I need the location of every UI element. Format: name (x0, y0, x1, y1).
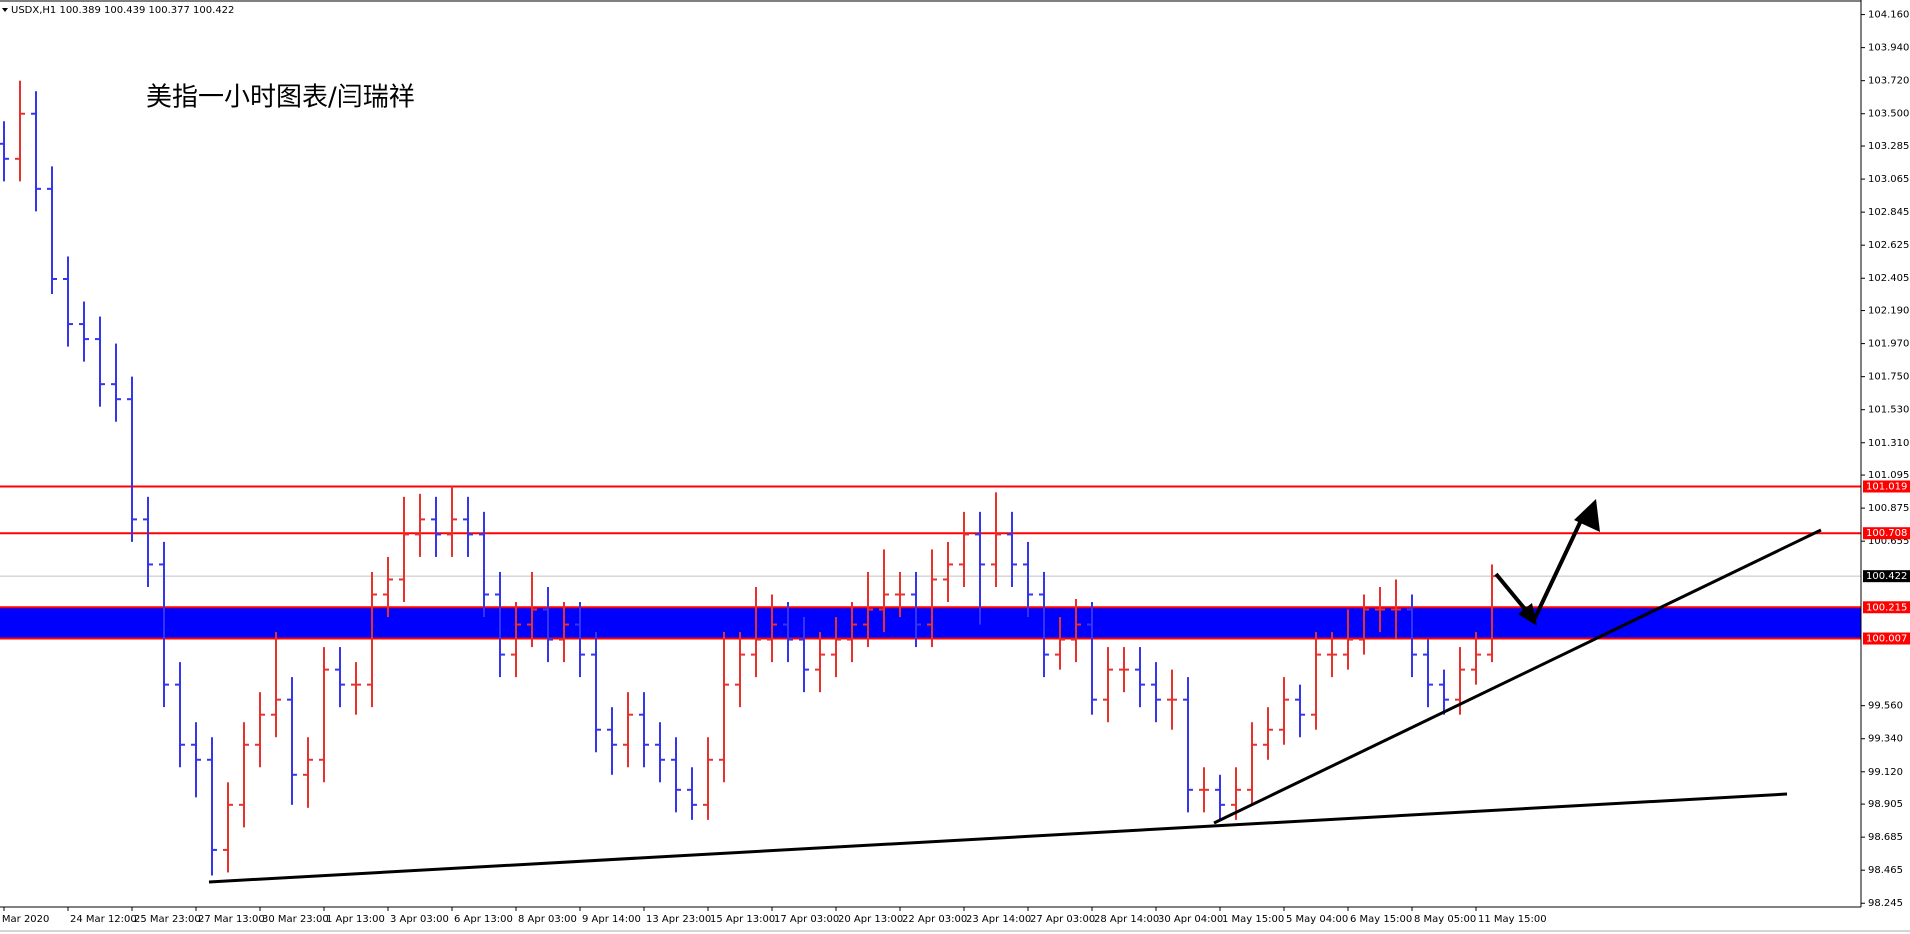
price-label: 100.708 (1866, 528, 1907, 539)
price-label-bg (1863, 527, 1910, 540)
y-tick-label: 99.560 (1868, 701, 1903, 712)
trendline (1213, 528, 1822, 825)
price-label: 100.422 (1866, 571, 1907, 582)
price-label-bg (1863, 480, 1910, 493)
menu-icon[interactable] (2, 8, 8, 12)
x-tick-label: 11 May 15:00 (1478, 914, 1547, 925)
arrow-head (1518, 603, 1537, 626)
x-tick-label: 13 Apr 23:00 (646, 914, 711, 925)
y-tick-label: 100.875 (1868, 503, 1909, 514)
x-tick-label: 30 Mar 23:00 (262, 914, 329, 925)
y-tick-label: 102.845 (1868, 207, 1909, 218)
price-label-bg (1863, 601, 1910, 614)
x-tick-label: 24 Mar 12:00 (70, 914, 137, 925)
y-tick-label: 102.405 (1868, 273, 1909, 284)
x-tick-label: 6 Apr 13:00 (454, 914, 513, 925)
support-zone (0, 607, 1861, 639)
y-tick-label: 99.340 (1868, 734, 1903, 745)
price-label-bg (1863, 632, 1910, 645)
y-tick-label: 98.905 (1868, 799, 1903, 810)
x-tick-label: 23 Mar 2020 (0, 914, 49, 925)
x-tick-label: 1 May 15:00 (1222, 914, 1284, 925)
price-label: 100.215 (1866, 602, 1907, 613)
price-label: 100.007 (1866, 634, 1907, 645)
y-tick-label: 101.310 (1868, 438, 1909, 449)
x-tick-label: 3 Apr 03:00 (390, 914, 449, 925)
y-tick-label: 103.285 (1868, 141, 1909, 152)
trendline (208, 792, 1788, 884)
x-tick-label: 25 Mar 23:00 (134, 914, 201, 925)
x-tick-label: 23 Apr 14:00 (966, 914, 1031, 925)
y-tick-label: 103.720 (1868, 76, 1909, 87)
x-tick-label: 27 Apr 03:00 (1030, 914, 1095, 925)
x-tick-label: 20 Apr 13:00 (838, 914, 903, 925)
y-tick-label: 101.095 (1868, 470, 1909, 481)
x-tick-label: 8 May 05:00 (1414, 914, 1476, 925)
price-label-bg (1863, 570, 1910, 583)
zone-layer (0, 485, 1861, 640)
y-tick-label: 99.120 (1868, 767, 1903, 778)
y-tick-label: 101.530 (1868, 405, 1909, 416)
x-tick-label: 1 Apr 13:00 (326, 914, 385, 925)
chart-title: USDX,H1 100.389 100.439 100.377 100.422 (11, 5, 234, 16)
y-tick-label: 98.685 (1868, 832, 1903, 843)
x-tick-label: 28 Apr 14:00 (1094, 914, 1159, 925)
x-tick-label: 8 Apr 03:00 (518, 914, 577, 925)
x-tick-label: 9 Apr 14:00 (582, 914, 641, 925)
arrow-head (1574, 499, 1600, 532)
x-tick-label: 17 Apr 03:00 (774, 914, 839, 925)
x-tick-label: 22 Apr 03:00 (902, 914, 967, 925)
y-tick-label: 98.465 (1868, 865, 1903, 876)
y-tick-label: 103.065 (1868, 174, 1909, 185)
price-label: 101.019 (1866, 481, 1907, 492)
y-tick-label: 102.625 (1868, 240, 1909, 251)
x-tick-label: 5 May 04:00 (1286, 914, 1348, 925)
y-tick-label: 100.655 (1868, 536, 1909, 547)
y-tick-label: 103.940 (1868, 43, 1909, 54)
annotation: 美指一小时图表/闫瑞祥 (146, 83, 415, 113)
x-tick-label: 6 May 15:00 (1350, 914, 1412, 925)
x-tick-label: 30 Apr 04:00 (1158, 914, 1223, 925)
y-tick-label: 102.190 (1868, 306, 1909, 317)
y-tick-label: 101.750 (1868, 372, 1909, 383)
y-tick-label: 103.500 (1868, 109, 1909, 120)
y-tick-label: 104.160 (1868, 10, 1909, 21)
x-tick-label: 15 Apr 13:00 (710, 914, 775, 925)
y-tick-label: 98.245 (1868, 898, 1903, 909)
bars (0, 80, 1497, 876)
x-tick-label: 27 Mar 13:00 (198, 914, 265, 925)
y-tick-label: 101.970 (1868, 339, 1909, 350)
